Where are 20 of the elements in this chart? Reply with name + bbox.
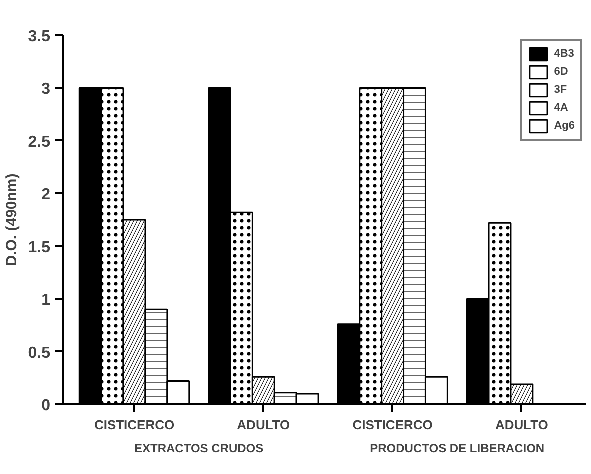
x-tick-label: CISTICERCO	[352, 418, 433, 432]
legend-label: 3F	[554, 83, 568, 98]
legend-label: 6D	[554, 65, 570, 80]
y-tick-label: 3	[42, 81, 51, 98]
y-tick-label: 0	[42, 398, 51, 414]
y-tick-label: 0.5	[28, 344, 51, 362]
legend-label: 4A	[554, 101, 570, 116]
x-tick-label: ADULTO	[495, 418, 548, 432]
y-tick-label: 1	[42, 292, 51, 310]
text: EXTRACTOS CRUDOS	[134, 442, 264, 456]
legend-label: 4B3	[554, 47, 574, 62]
text: PRODUCTOS DE LIBERACION	[370, 442, 545, 456]
x-tick-label: CISTICERCO	[94, 418, 175, 432]
y-tick-label: 2.5	[28, 134, 51, 151]
y-axis-title: D.O. (490nm)	[3, 174, 20, 266]
y-tick-label: 1.5	[28, 239, 51, 256]
y-tick-label: 3.5	[28, 28, 51, 46]
x-tick-label: ADULTO	[237, 418, 290, 432]
legend-label: Ag6	[554, 119, 575, 134]
y-tick-label: 2	[42, 186, 51, 204]
